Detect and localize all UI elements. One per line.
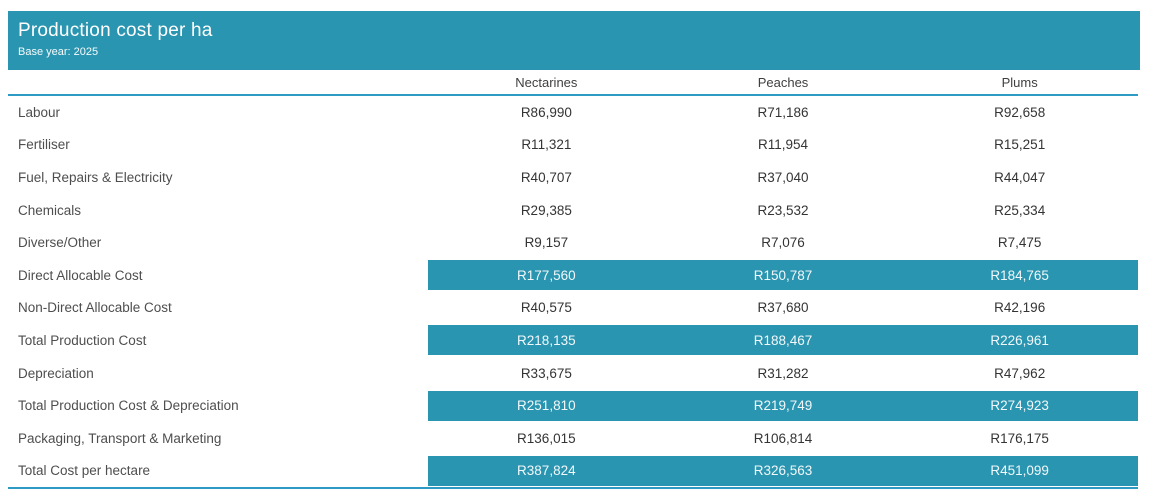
row-values: R177,560 R150,787 R184,765	[428, 260, 1138, 291]
row-label: Depreciation	[18, 365, 94, 381]
value-cell: R219,749	[753, 398, 813, 414]
value-cell: R37,680	[757, 300, 809, 316]
row-values: R40,707 R37,040 R44,047	[428, 162, 1138, 192]
row-values: R218,135 R188,467 R226,961	[428, 325, 1138, 356]
table-row: Fuel, Repairs & Electricity R40,707 R37,04…	[8, 161, 1138, 194]
page-subtitle: Base year: 2025	[18, 46, 99, 58]
value-cell: R188,467	[753, 332, 813, 348]
value-cell: R86,990	[520, 104, 572, 120]
value-cell: R29,385	[520, 202, 572, 218]
value-cell: R25,334	[994, 202, 1046, 218]
column-header-nectarines: Nectarines	[515, 74, 578, 90]
row-label: Direct Allocable Cost	[18, 267, 143, 283]
value-cell: R451,099	[990, 463, 1049, 479]
row-label: Chemicals	[18, 202, 82, 218]
row-values: R251,810 R219,749 R274,923	[428, 390, 1138, 421]
value-cell: R71,186	[757, 104, 809, 120]
value-cell: R40,575	[520, 300, 572, 316]
value-cell: R150,787	[753, 267, 813, 283]
table-row: Total Production Cost R218,135 R188,467 R22…	[8, 324, 1138, 357]
row-label: Diverse/Other	[18, 235, 102, 251]
table-row: Direct Allocable Cost R177,560 R150,787 R18…	[8, 259, 1138, 292]
row-values: R9,157 R7,076 R7,475	[428, 228, 1138, 258]
row-values: R387,824 R326,563 R451,099	[428, 455, 1138, 486]
value-cell: R251,810	[517, 398, 576, 414]
value-cell: R37,040	[757, 169, 809, 185]
row-values: R33,675 R31,282 R47,962	[428, 358, 1138, 388]
title-banner: Production cost per ha Base year: 2025	[8, 11, 1140, 70]
value-cell: R7,475	[997, 235, 1042, 251]
value-cell: R44,047	[994, 169, 1046, 185]
value-cell: R11,321	[521, 137, 572, 153]
row-label: Non-Direct Allocable Cost	[18, 300, 172, 316]
value-cell: R136,015	[517, 430, 576, 446]
value-cell: R326,563	[753, 463, 813, 479]
table-row: Fertiliser R11,321 R11,954 R15,251	[8, 129, 1138, 162]
table-row: Labour R86,990 R71,186 R92,658	[8, 96, 1138, 129]
value-cell: R9,157	[524, 235, 569, 251]
table-row: Chemicals R29,385 R23,532 R25,334	[8, 194, 1138, 227]
value-cell: R42,196	[994, 300, 1046, 316]
value-cell: R274,923	[990, 398, 1049, 414]
row-label: Packaging, Transport & Marketing	[18, 430, 222, 446]
value-cell: R177,560	[517, 267, 576, 283]
row-label: Total Production Cost & Depreciation	[18, 398, 239, 414]
value-cell: R7,076	[761, 235, 805, 251]
value-cell: R106,814	[753, 430, 813, 446]
value-cell: R218,135	[517, 332, 576, 348]
page-title: Production cost per ha	[18, 20, 213, 41]
value-cell: R31,282	[757, 365, 809, 381]
row-values: R86,990 R71,186 R92,658	[428, 97, 1138, 127]
table-row: Total Production Cost & Depreciation R251…	[8, 389, 1138, 422]
row-values: R136,015 R106,814 R176,175	[428, 423, 1138, 453]
table-row: Total Cost per hectare R387,824 R326,563 R4…	[8, 455, 1138, 488]
cost-table: Nectarines Peaches Plums Labour R86,990 R7…	[8, 70, 1138, 490]
table-row: Packaging, Transport & Marketing R136,015…	[8, 422, 1138, 455]
table-body: Labour R86,990 R71,186 R92,658 Fertiliser R11…	[8, 96, 1138, 490]
row-label: Fertiliser	[18, 137, 70, 153]
row-values: R40,575 R37,680 R42,196	[428, 293, 1138, 323]
value-cell: R23,532	[757, 202, 809, 218]
row-values: R29,385 R23,532 R25,334	[428, 195, 1138, 225]
value-cell: R176,175	[990, 430, 1049, 446]
row-label: Labour	[18, 104, 61, 120]
table-row: Diverse/Other R9,157 R7,076 R7,475	[8, 226, 1138, 259]
row-values: R11,321 R11,954 R15,251	[428, 130, 1138, 160]
value-cell: R33,675	[520, 365, 572, 381]
value-cell: R40,707	[520, 169, 572, 185]
column-header-peaches: Peaches	[757, 74, 809, 90]
value-cell: R92,658	[994, 104, 1046, 120]
value-cell: R47,962	[994, 365, 1046, 381]
row-label: Total Production Cost	[18, 332, 147, 348]
value-cell: R15,251	[994, 137, 1046, 153]
table-row: Non-Direct Allocable Cost R40,575 R37,680 R…	[8, 292, 1138, 325]
table-row: Depreciation R33,675 R31,282 R47,962	[8, 357, 1138, 390]
column-headers: Nectarines Peaches Plums	[8, 70, 1138, 96]
value-cell: R184,765	[990, 267, 1049, 283]
value-cell: R387,824	[517, 463, 576, 479]
value-cell: R11,954	[757, 137, 809, 153]
row-label: Fuel, Repairs & Electricity	[18, 169, 173, 185]
value-cell: R226,961	[990, 332, 1049, 348]
column-header-group: Nectarines Peaches Plums	[428, 75, 1138, 90]
column-header-plums: Plums	[1001, 74, 1038, 90]
row-label: Total Cost per hectare	[18, 463, 151, 479]
